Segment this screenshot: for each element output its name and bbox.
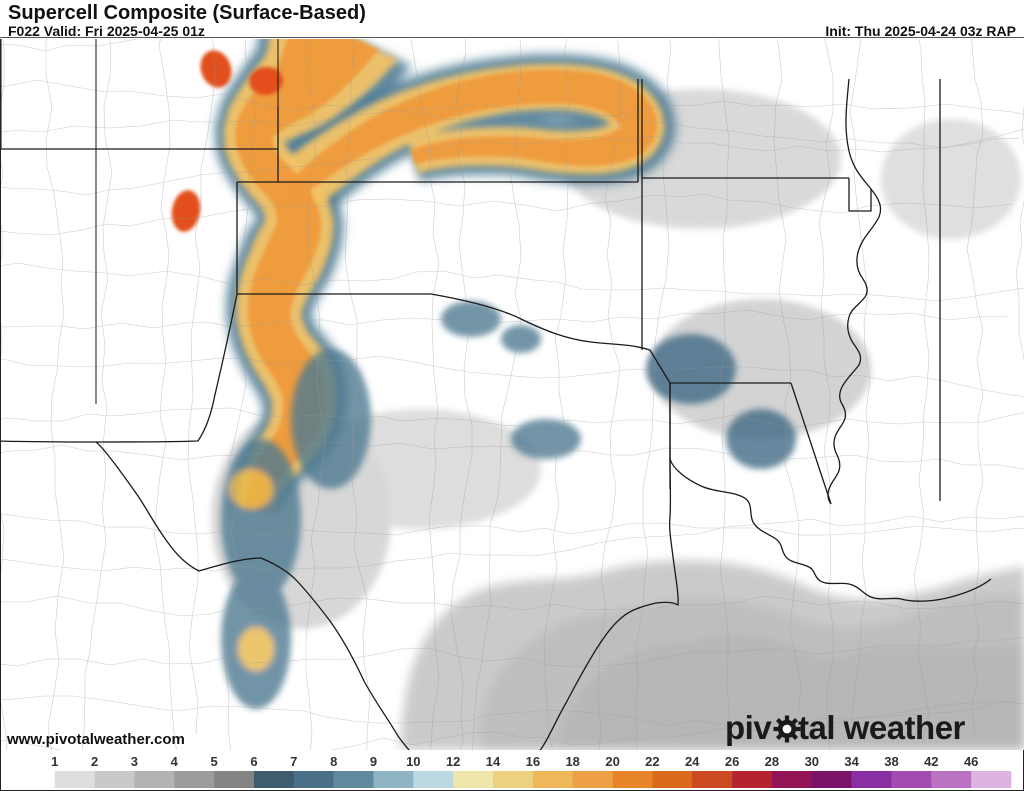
svg-text:piv: piv — [725, 709, 772, 746]
svg-text:2: 2 — [91, 754, 98, 769]
svg-text:1: 1 — [51, 754, 58, 769]
svg-text:tal weather: tal weather — [798, 709, 966, 746]
svg-text:24: 24 — [685, 754, 700, 769]
svg-text:10: 10 — [406, 754, 420, 769]
svg-text:www.pivotalweather.com: www.pivotalweather.com — [6, 731, 185, 748]
svg-text:38: 38 — [884, 754, 898, 769]
svg-text:7: 7 — [290, 754, 297, 769]
svg-text:30: 30 — [805, 754, 819, 769]
svg-text:28: 28 — [765, 754, 779, 769]
svg-text:20: 20 — [605, 754, 619, 769]
svg-text:22: 22 — [645, 754, 659, 769]
svg-text:34: 34 — [844, 754, 859, 769]
svg-text:18: 18 — [565, 754, 579, 769]
svg-text:5: 5 — [210, 754, 217, 769]
svg-text:8: 8 — [330, 754, 337, 769]
svg-text:14: 14 — [486, 754, 501, 769]
svg-text:16: 16 — [526, 754, 540, 769]
svg-text:46: 46 — [964, 754, 978, 769]
svg-text:9: 9 — [370, 754, 377, 769]
svg-text:4: 4 — [171, 754, 179, 769]
svg-text:12: 12 — [446, 754, 460, 769]
svg-text:42: 42 — [924, 754, 938, 769]
svg-text:6: 6 — [250, 754, 257, 769]
svg-text:3: 3 — [131, 754, 138, 769]
svg-text:26: 26 — [725, 754, 739, 769]
